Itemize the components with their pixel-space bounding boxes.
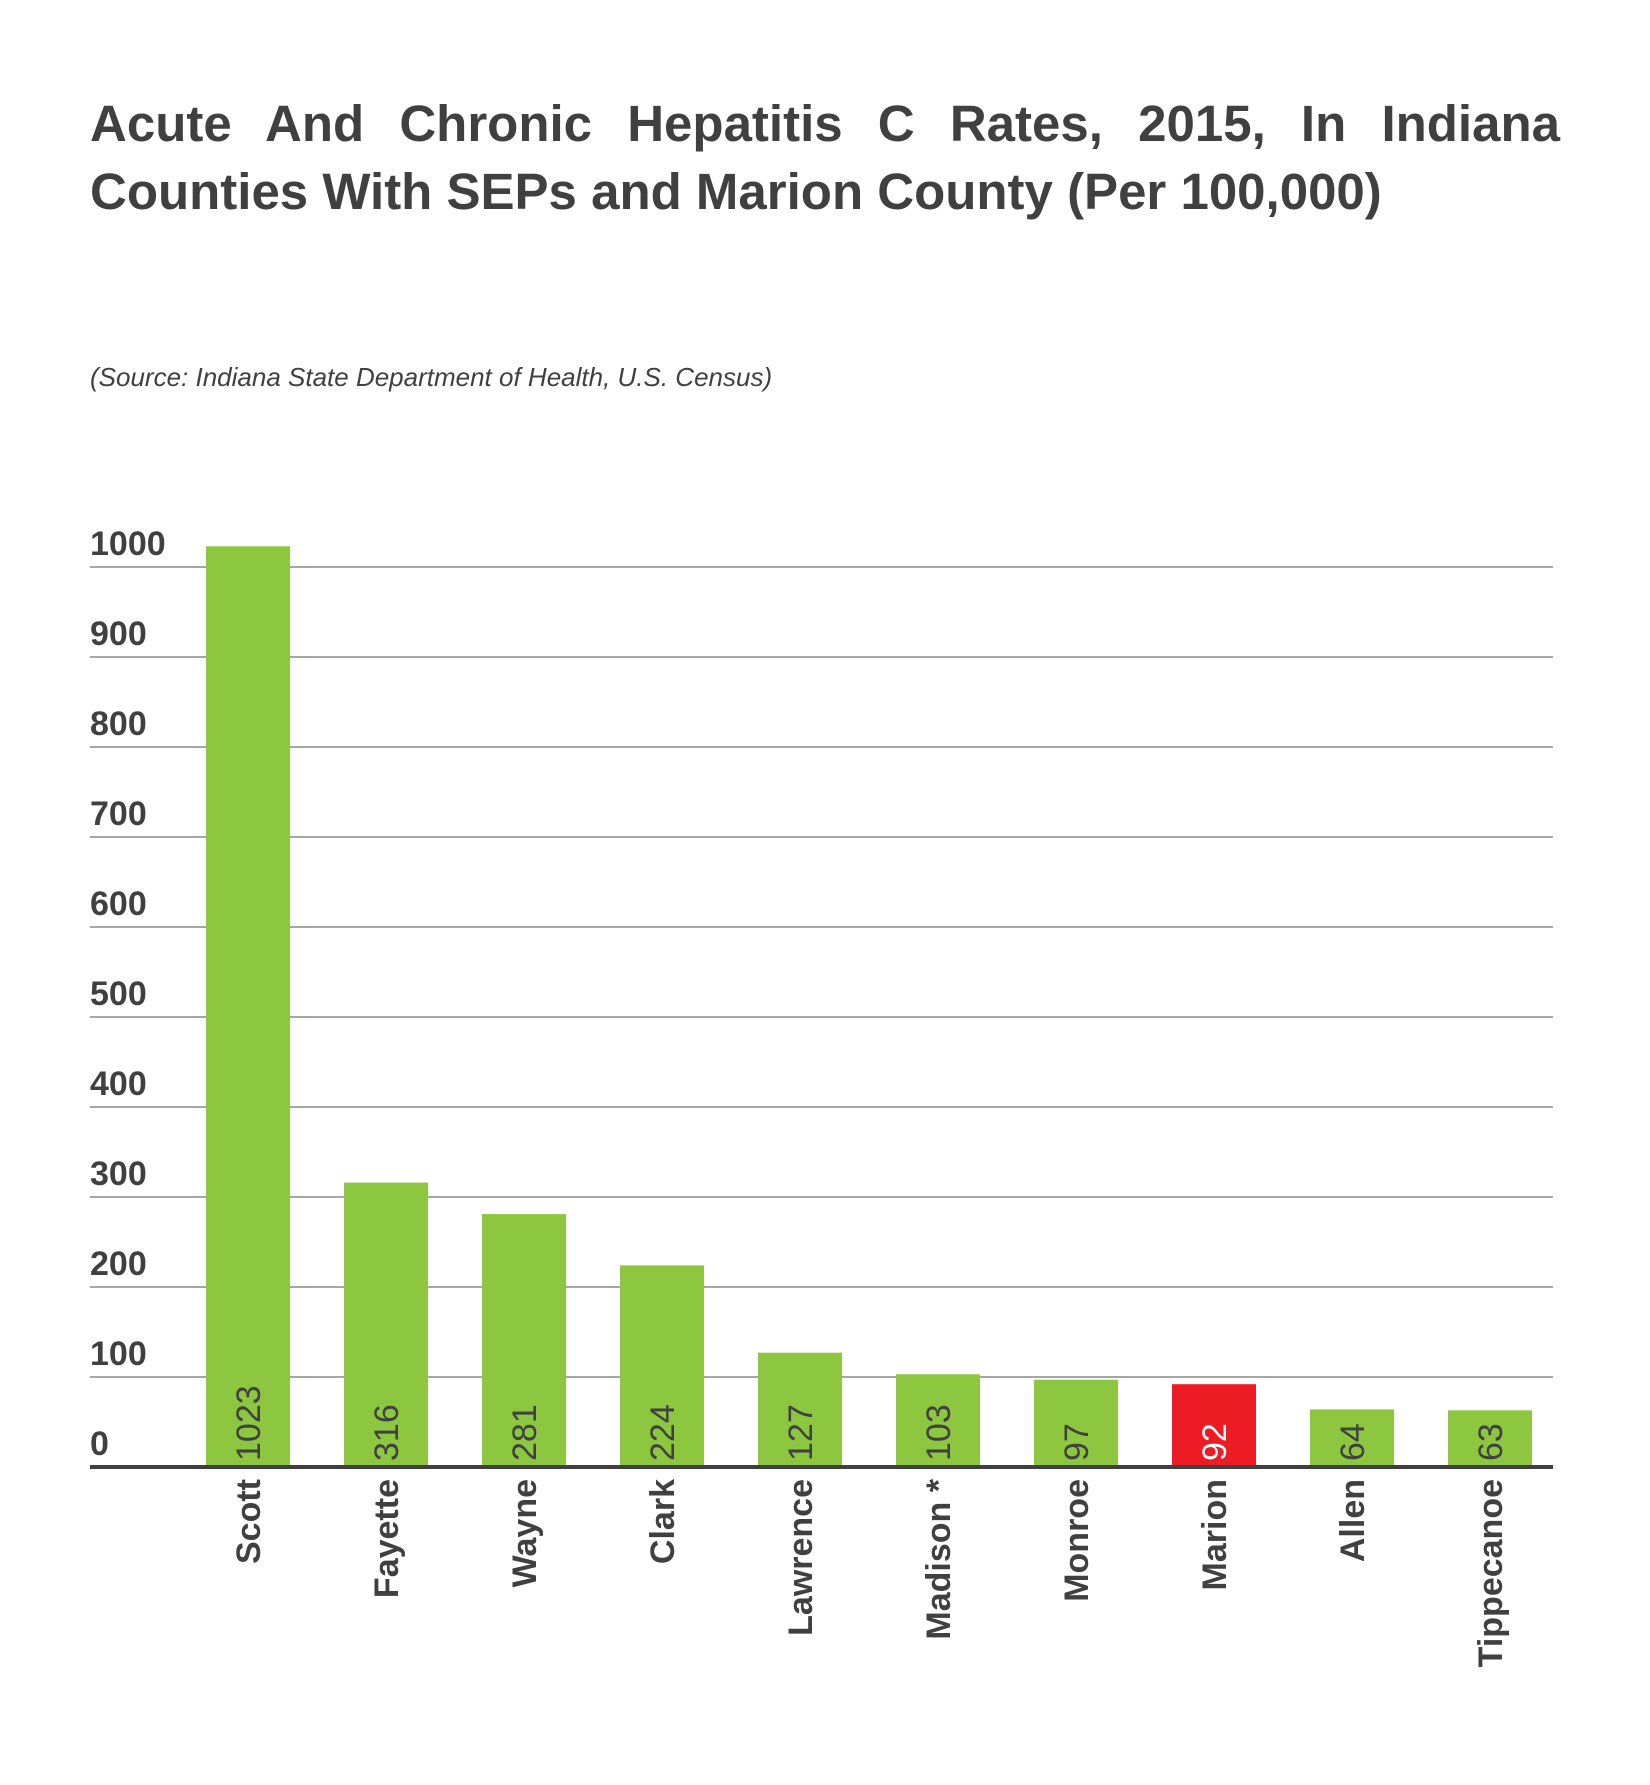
y-tick-label: 100 bbox=[90, 1335, 147, 1373]
x-tick-label: Madison * bbox=[920, 1478, 958, 1639]
x-tick-label: Tippecanoe bbox=[1472, 1479, 1510, 1667]
data-label: 64 bbox=[1334, 1423, 1372, 1461]
bar-lawrence bbox=[758, 1352, 842, 1467]
bar-scott bbox=[206, 546, 290, 1467]
y-tick-label: 600 bbox=[90, 885, 147, 923]
data-label: 127 bbox=[782, 1404, 820, 1461]
bars bbox=[206, 546, 1532, 1467]
chart-title: Acute And Chronic Hepatitis C Rates, 201… bbox=[90, 95, 1560, 220]
gridlines bbox=[90, 566, 1553, 1378]
data-label: 316 bbox=[368, 1404, 406, 1461]
bar-tippecanoe bbox=[1448, 1410, 1532, 1467]
bar-madison bbox=[896, 1374, 980, 1467]
data-labels: 1023 316 281 224 127 103 97 92 64 63 bbox=[230, 1385, 1510, 1461]
data-label: 92 bbox=[1196, 1423, 1234, 1461]
data-label: 103 bbox=[920, 1404, 958, 1461]
data-label: 63 bbox=[1472, 1423, 1510, 1461]
y-tick-label: 500 bbox=[90, 975, 147, 1013]
x-axis-ticks: Scott Fayette Wayne Clark Lawrence Madison * M… bbox=[230, 1478, 1510, 1667]
bar-wayne bbox=[482, 1214, 566, 1467]
x-tick-label: Lawrence bbox=[782, 1479, 820, 1636]
x-tick-label: Scott bbox=[230, 1479, 268, 1564]
x-tick-label: Clark bbox=[644, 1479, 682, 1564]
x-tick-label: Marion bbox=[1196, 1479, 1234, 1590]
bar-clark bbox=[620, 1265, 704, 1467]
y-tick-label: 1000 bbox=[90, 525, 166, 563]
y-tick-label: 800 bbox=[90, 705, 147, 743]
y-axis-ticks: 0 100 200 300 400 500 600 700 800 900 1000 bbox=[90, 525, 166, 1463]
bar-monroe bbox=[1034, 1379, 1118, 1467]
data-label: 224 bbox=[644, 1404, 682, 1461]
x-tick-label: Monroe bbox=[1058, 1479, 1096, 1602]
y-tick-label: 300 bbox=[90, 1155, 147, 1193]
data-label: 1023 bbox=[230, 1385, 268, 1461]
y-tick-label: 400 bbox=[90, 1065, 147, 1103]
bar-allen bbox=[1310, 1409, 1394, 1467]
y-tick-label: 900 bbox=[90, 615, 147, 653]
x-tick-label: Fayette bbox=[368, 1479, 406, 1598]
y-tick-label: 700 bbox=[90, 795, 147, 833]
chart-source-note: (Source: Indiana State Department of Hea… bbox=[90, 362, 773, 392]
data-label: 281 bbox=[506, 1404, 544, 1461]
x-tick-label: Allen bbox=[1334, 1479, 1372, 1562]
data-label: 97 bbox=[1058, 1423, 1096, 1461]
bar-fayette bbox=[344, 1182, 428, 1467]
y-tick-label: 200 bbox=[90, 1245, 147, 1283]
x-tick-label: Wayne bbox=[506, 1479, 544, 1587]
y-tick-label: 0 bbox=[90, 1425, 109, 1463]
bar-marion bbox=[1172, 1384, 1256, 1467]
